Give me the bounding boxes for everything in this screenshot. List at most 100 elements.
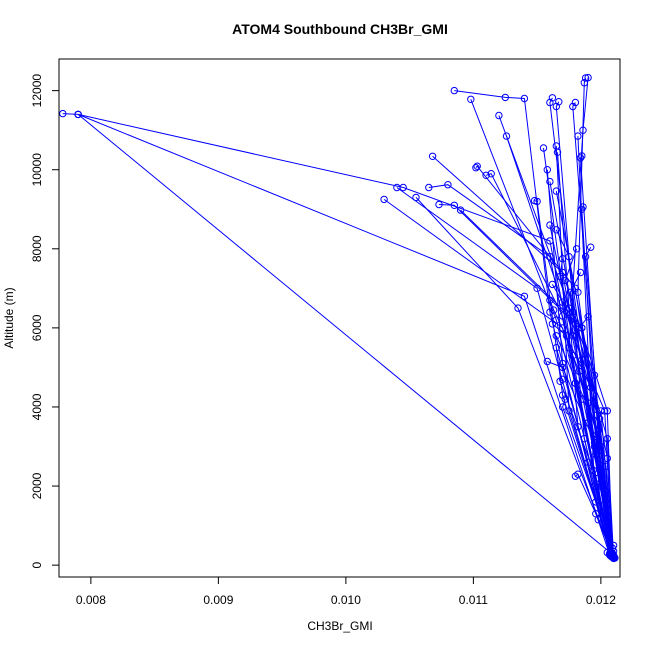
data-point xyxy=(569,102,577,111)
data-point xyxy=(556,377,564,385)
data-point xyxy=(74,110,82,119)
data-point xyxy=(590,371,599,379)
series-line xyxy=(552,323,615,558)
data-point xyxy=(558,391,567,399)
data-point xyxy=(601,407,609,415)
data-point xyxy=(546,98,554,107)
data-point xyxy=(581,253,590,261)
data-point xyxy=(571,472,580,480)
data-point xyxy=(548,280,557,289)
data-point xyxy=(502,132,511,140)
data-point xyxy=(571,379,580,387)
y-tick-label: 8000 xyxy=(30,235,44,262)
data-point xyxy=(566,288,574,296)
series-line xyxy=(559,378,613,557)
data-point xyxy=(444,181,452,189)
data-point xyxy=(558,363,567,372)
data-point xyxy=(603,434,611,443)
data-point xyxy=(472,164,480,172)
data-point xyxy=(565,407,573,415)
series-line xyxy=(572,355,613,556)
data-point xyxy=(578,205,586,214)
data-point xyxy=(558,255,567,263)
data-point xyxy=(520,94,529,103)
data-point xyxy=(558,324,567,332)
data-point xyxy=(584,73,592,82)
data-point xyxy=(571,284,580,292)
series-line xyxy=(562,301,613,556)
data-point xyxy=(553,148,562,157)
data-point xyxy=(565,304,573,312)
data-point xyxy=(548,320,557,328)
data-point xyxy=(595,415,604,423)
x-tick-label: 0.011 xyxy=(459,593,488,607)
data-point xyxy=(546,237,554,245)
data-point xyxy=(608,551,617,559)
data-point xyxy=(602,462,610,470)
data-point xyxy=(558,403,567,411)
data-point xyxy=(59,109,67,118)
data-point xyxy=(594,516,602,524)
data-point xyxy=(473,162,481,170)
data-point xyxy=(487,170,495,178)
y-tick-label: 6000 xyxy=(30,314,44,341)
data-point xyxy=(482,171,490,180)
data-point xyxy=(578,355,586,364)
data-point xyxy=(428,152,437,161)
data-point xyxy=(584,399,592,407)
data-point xyxy=(575,367,583,376)
data-point xyxy=(558,298,567,306)
data-point xyxy=(558,375,567,383)
x-axis: 0.008 0.009 0.010 0.011 0.012 xyxy=(76,576,616,607)
data-point xyxy=(589,466,597,474)
data-point xyxy=(450,86,458,95)
y-tick-label: 10000 xyxy=(30,153,44,187)
series-line xyxy=(547,361,615,558)
series-line xyxy=(574,382,612,554)
series-line xyxy=(562,398,613,556)
data-point xyxy=(467,95,475,104)
data-point xyxy=(592,498,600,506)
data-point xyxy=(597,442,605,451)
data-point xyxy=(574,288,582,296)
data-point xyxy=(569,308,577,316)
x-axis-label: CH3Br_GMI xyxy=(307,619,372,633)
data-point xyxy=(539,144,548,152)
data-point xyxy=(558,268,567,277)
series-line xyxy=(77,113,611,556)
data-point xyxy=(574,132,582,140)
data-point xyxy=(550,306,558,314)
data-point xyxy=(578,324,586,332)
data-point xyxy=(579,395,587,403)
data-point xyxy=(597,407,605,415)
chart-title: ATOM4 Southbound CH3Br_GMI xyxy=(232,21,448,37)
data-point xyxy=(580,434,588,443)
data-point xyxy=(495,111,503,120)
data-point xyxy=(597,482,605,490)
data-point xyxy=(561,395,569,403)
data-point xyxy=(594,474,602,482)
data-point xyxy=(574,423,582,431)
data-point xyxy=(590,438,599,447)
data-point xyxy=(552,332,560,340)
series-line xyxy=(568,307,615,557)
data-point xyxy=(546,221,554,229)
data-point xyxy=(580,79,588,87)
data-point xyxy=(380,195,388,204)
data-point xyxy=(558,359,567,368)
data-point xyxy=(546,296,554,304)
data-point xyxy=(520,292,529,300)
data-point xyxy=(552,187,560,195)
data-point xyxy=(603,454,611,463)
data-point xyxy=(514,304,522,312)
data-point xyxy=(425,183,433,192)
data-point xyxy=(546,177,554,186)
y-tick-label: 12000 xyxy=(30,74,44,108)
data-point xyxy=(578,152,586,160)
data-point xyxy=(552,226,560,234)
data-point xyxy=(592,450,600,459)
data-point xyxy=(587,383,595,391)
data-point xyxy=(599,502,608,510)
